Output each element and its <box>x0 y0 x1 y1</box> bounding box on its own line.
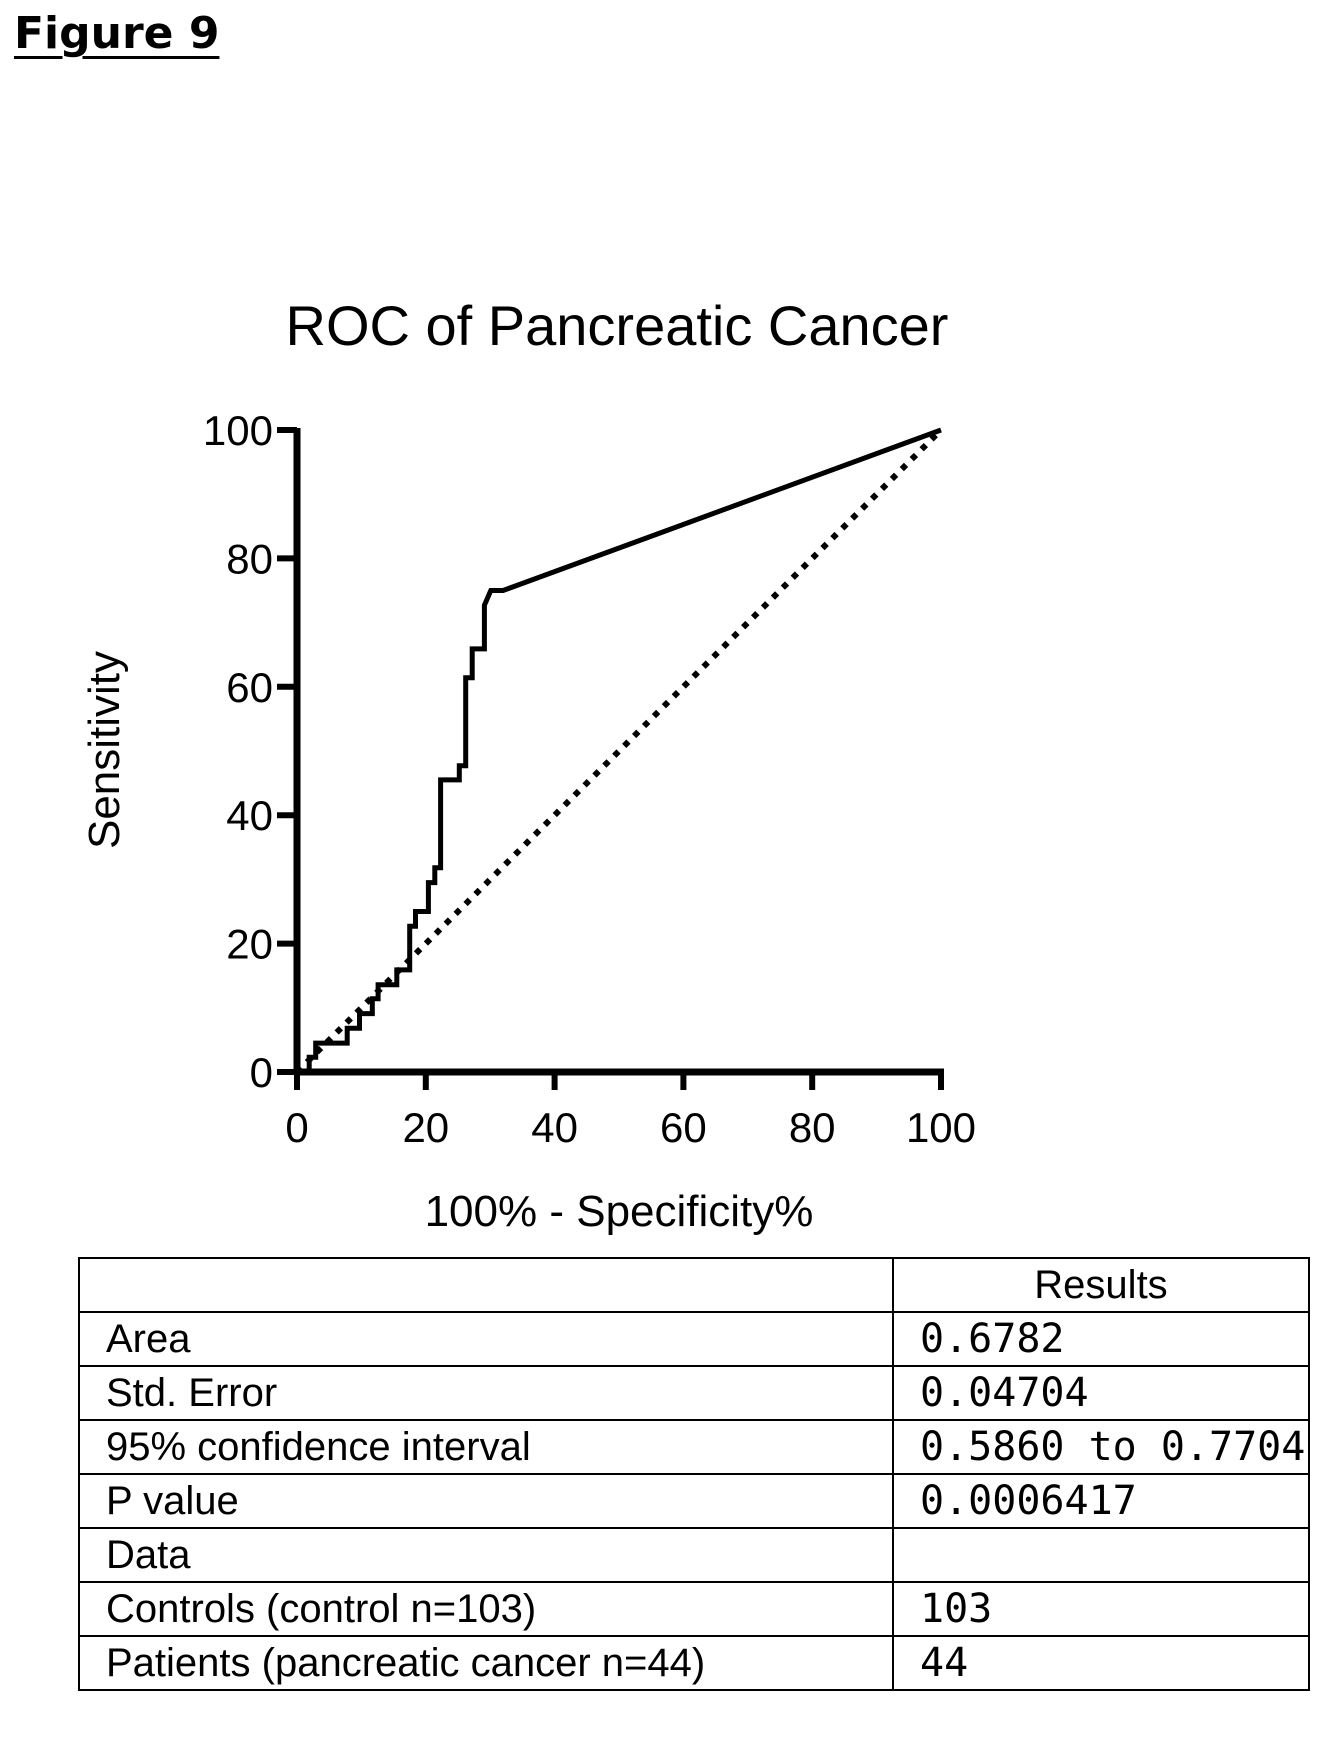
row-label: Std. Error <box>78 1365 894 1421</box>
reference-diagonal-line <box>294 427 944 1075</box>
table-row-data: Data <box>78 1527 1310 1583</box>
row-value <box>892 1527 1310 1583</box>
series-group <box>294 427 944 1075</box>
roc-curve-line <box>297 427 942 1075</box>
tick-labels: 0 20 40 60 80 100 0 20 40 60 80 100 <box>203 407 976 1151</box>
x-tick-label: 0 <box>285 1104 308 1151</box>
table-row-patients: Patients (pancreatic cancer n=44) 44 <box>78 1635 1310 1691</box>
row-value: 0.04704 <box>892 1365 1310 1421</box>
figure-label: Figure 9 <box>14 8 220 59</box>
row-value: 44 <box>892 1635 1310 1691</box>
x-axis-title: 100% - Specificity% <box>425 1187 814 1236</box>
row-label: Data <box>78 1527 894 1583</box>
row-label: 95% confidence interval <box>78 1419 894 1475</box>
table-row-area: Area 0.6782 <box>78 1311 1310 1367</box>
x-tick-label: 40 <box>531 1104 578 1151</box>
table-row-std-error: Std. Error 0.04704 <box>78 1365 1310 1421</box>
row-label: P value <box>78 1473 894 1529</box>
y-axis-title: Sensitivity <box>80 651 129 849</box>
row-value: 0.0006417 <box>892 1473 1310 1529</box>
y-tick-label: 100 <box>203 407 273 454</box>
x-tick-label: 20 <box>402 1104 449 1151</box>
axes <box>277 427 944 1090</box>
row-value: 103 <box>892 1581 1310 1637</box>
table-header-row: Results <box>78 1257 1310 1313</box>
y-tick-label: 0 <box>250 1049 273 1096</box>
x-tick-label: 60 <box>660 1104 707 1151</box>
y-tick-label: 60 <box>226 664 273 711</box>
table-header-empty <box>78 1257 894 1313</box>
y-tick-label: 40 <box>226 792 273 839</box>
chart-title: ROC of Pancreatic Cancer <box>286 294 949 357</box>
row-value: 0.5860 to 0.7704 <box>892 1419 1310 1475</box>
roc-chart: ROC of Pancreatic Cancer 0 20 40 60 80 100 0 20… <box>80 294 976 1236</box>
table-row-confidence-interval: 95% confidence interval 0.5860 to 0.7704 <box>78 1419 1310 1475</box>
row-label: Controls (control n=103) <box>78 1581 894 1637</box>
row-label: Patients (pancreatic cancer n=44) <box>78 1635 894 1691</box>
row-label: Area <box>78 1311 894 1367</box>
y-tick-label: 20 <box>226 921 273 968</box>
y-tick-label: 80 <box>226 535 273 582</box>
x-tick-label: 80 <box>789 1104 836 1151</box>
table-body: Results Area 0.6782 Std. Error 0.04704 9… <box>78 1257 1310 1691</box>
results-table: Results Area 0.6782 Std. Error 0.04704 9… <box>78 1257 1310 1691</box>
row-value: 0.6782 <box>892 1311 1310 1367</box>
table-header-results: Results <box>892 1257 1310 1313</box>
table-row-controls: Controls (control n=103) 103 <box>78 1581 1310 1637</box>
x-tick-label: 100 <box>906 1104 976 1151</box>
table-row-p-value: P value 0.0006417 <box>78 1473 1310 1529</box>
